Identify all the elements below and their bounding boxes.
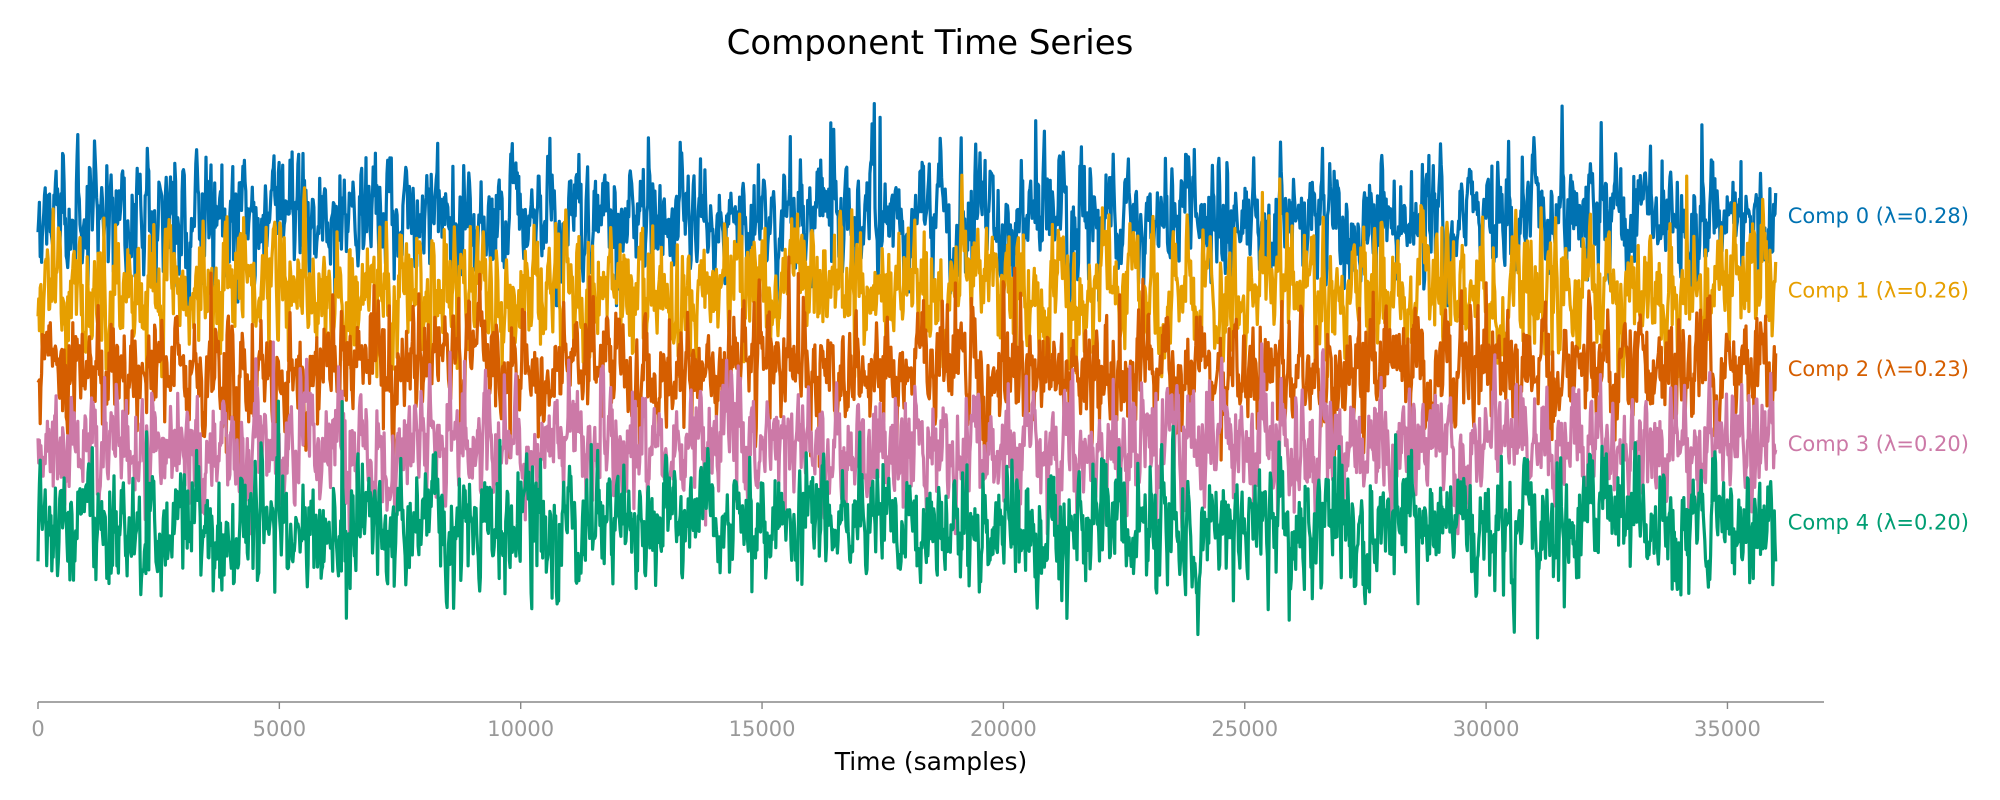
- series-label: Comp 2 (λ=0.23): [1788, 357, 1969, 381]
- x-axis-ticks: 0 5000 10000 15000 20000 25000 30000 35000: [31, 702, 1761, 741]
- series-label: Comp 1 (λ=0.26): [1788, 279, 1969, 303]
- series-labels: Comp 0 (λ=0.28) Comp 1 (λ=0.26) Comp 2 (λ=…: [1788, 204, 1969, 535]
- series-line: [36, 399, 1778, 640]
- x-tick-label: 30000: [1453, 717, 1520, 741]
- x-tick-label: 5000: [253, 717, 306, 741]
- series-label: Comp 0 (λ=0.28): [1788, 204, 1969, 228]
- series-label: Comp 3 (λ=0.20): [1788, 432, 1969, 456]
- series-label: Comp 4 (λ=0.20): [1788, 510, 1969, 534]
- x-tick-label: 35000: [1694, 717, 1761, 741]
- x-tick-label: 25000: [1211, 717, 1278, 741]
- x-tick-label: 15000: [729, 717, 796, 741]
- x-tick-label: 0: [31, 717, 44, 741]
- x-axis-label: Time (samples): [834, 747, 1028, 776]
- x-tick-label: 10000: [487, 717, 554, 741]
- series-line: [36, 255, 1778, 468]
- x-tick-label: 20000: [970, 717, 1037, 741]
- chart-title: Component Time Series: [727, 23, 1134, 63]
- series-traces: [36, 102, 1778, 640]
